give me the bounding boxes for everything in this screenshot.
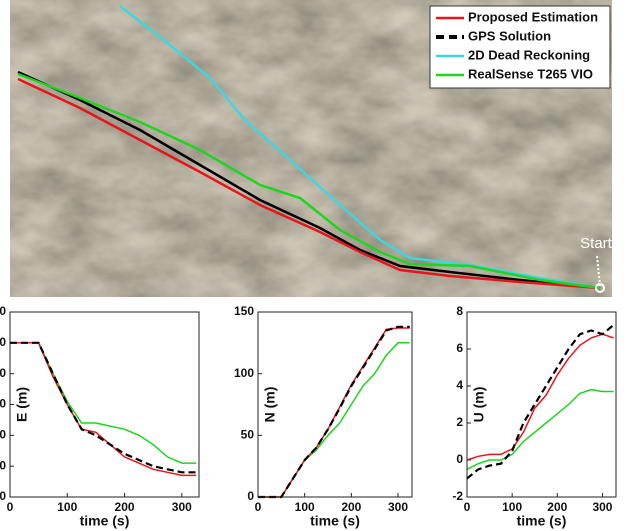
legend-label: Proposed Estimation: [468, 9, 598, 24]
legend-label: RealSense T265 VIO: [468, 66, 593, 81]
x-tick-label: 300: [172, 500, 192, 514]
y-tick-label: 4: [456, 378, 463, 392]
plot-area: [258, 312, 412, 497]
y-tick-label: 8: [456, 304, 463, 318]
x-tick-label: 0: [464, 500, 471, 514]
legend-label: 2D Dead Reckoning: [468, 47, 590, 62]
y-axis-label: U (m): [471, 387, 487, 423]
figure: Start Proposed Estimation GPS Solution 2D …: [0, 0, 626, 531]
y-tick-label: 150: [234, 304, 254, 318]
y-tick-label: 0: [456, 452, 463, 466]
y-axis-label: E (m): [14, 387, 30, 422]
start-label: Start: [580, 235, 613, 252]
plot-area: [467, 312, 616, 497]
plot: -50-40-30-20-100100100200300time (s)E (m…: [0, 304, 199, 529]
y-tick-label: -20: [0, 397, 6, 411]
y-tick-label: 6: [456, 341, 463, 355]
y-tick-label: -30: [0, 428, 6, 442]
y-tick-label: 0: [247, 489, 254, 503]
x-axis-label: time (s): [310, 513, 360, 529]
y-tick-label: 2: [456, 415, 463, 429]
legend-label: GPS Solution: [468, 28, 551, 43]
y-tick-label: 10: [0, 304, 6, 318]
y-tick-label: -50: [0, 489, 6, 503]
y-tick-label: 0: [0, 335, 6, 349]
map: Start Proposed Estimation GPS Solution 2D …: [10, 0, 613, 297]
x-tick-label: 100: [57, 500, 77, 514]
y-tick-label: 50: [241, 428, 255, 442]
y-tick-label: -40: [0, 458, 6, 472]
y-axis-label: N (m): [262, 387, 278, 423]
y-tick-label: -10: [0, 366, 6, 380]
x-tick-label: 0: [255, 500, 262, 514]
x-tick-label: 300: [388, 500, 408, 514]
x-axis-label: time (s): [517, 513, 567, 529]
x-tick-label: 0: [7, 500, 14, 514]
x-axis-label: time (s): [80, 513, 130, 529]
x-tick-label: 300: [592, 500, 612, 514]
plots: -50-40-30-20-100100100200300time (s)E (m…: [0, 304, 616, 529]
legend: Proposed Estimation GPS Solution 2D Dead R…: [430, 6, 610, 88]
y-tick-label: 100: [234, 366, 254, 380]
y-tick-label: -2: [452, 489, 463, 503]
